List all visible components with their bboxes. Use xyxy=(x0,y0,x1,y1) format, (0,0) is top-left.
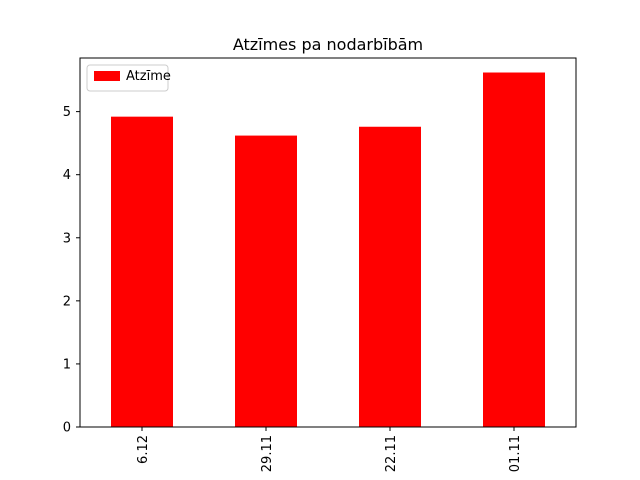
y-tick-label: 2 xyxy=(63,294,71,309)
x-tick-label: 29.11 xyxy=(260,435,275,472)
chart-title: Atzīmes pa nodarbībām xyxy=(233,35,423,54)
x-tick-label: 01.11 xyxy=(508,435,523,472)
y-axis: 0 1 2 3 4 5 xyxy=(63,105,80,436)
bars-layer xyxy=(111,72,545,427)
legend: Atzīme xyxy=(86,64,171,92)
x-tick-label: 6.12 xyxy=(136,435,151,464)
bar-29.11 xyxy=(235,135,297,427)
y-tick-label: 1 xyxy=(63,357,71,372)
bar-22.11 xyxy=(359,126,421,427)
bar-6.12 xyxy=(111,116,173,427)
y-tick-label: 4 xyxy=(63,168,71,183)
y-tick-label: 5 xyxy=(63,105,71,120)
x-axis: 6.12 29.11 22.11 01.11 xyxy=(136,427,523,472)
axes-frame xyxy=(79,57,577,428)
legend-swatch xyxy=(94,71,120,81)
bar-01.11 xyxy=(483,72,545,427)
y-tick-label: 0 xyxy=(63,421,71,436)
y-tick-label: 3 xyxy=(63,231,71,246)
legend-label: Atzīme xyxy=(126,69,171,84)
x-tick-label: 22.11 xyxy=(384,435,399,472)
